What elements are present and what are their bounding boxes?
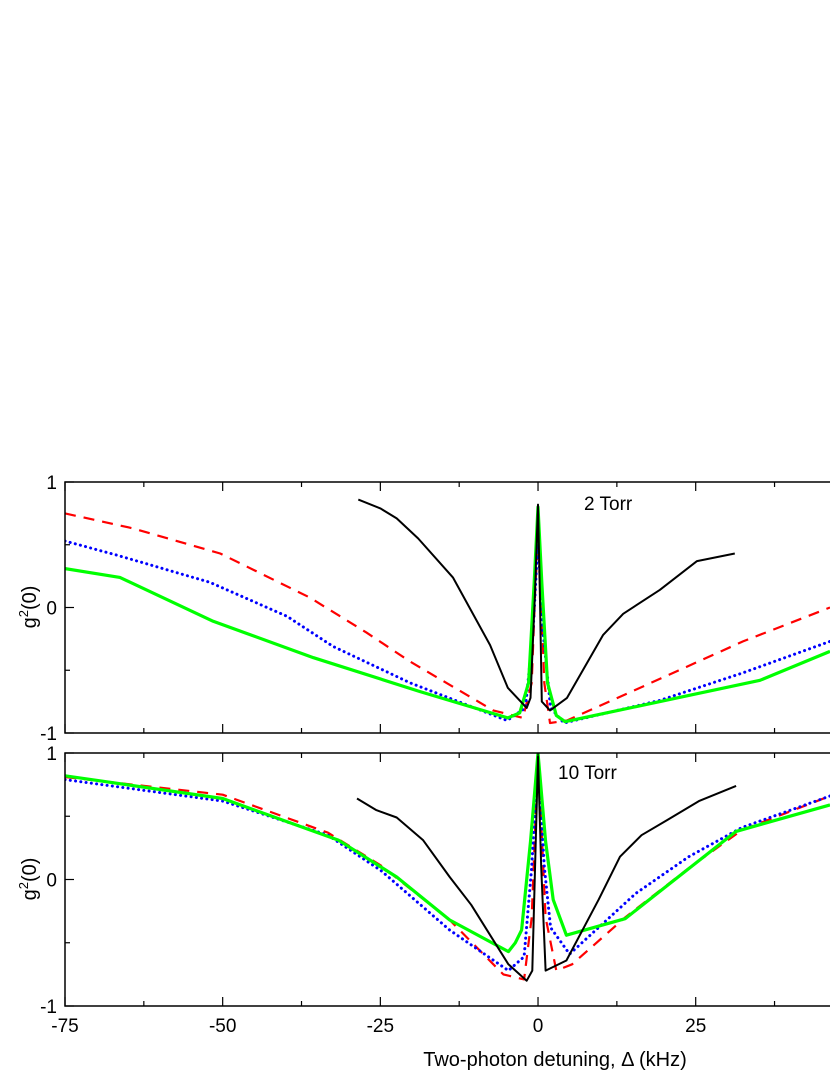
series-line [357,498,735,712]
y-tick-label: 1 [46,744,57,765]
series-line [65,505,830,724]
series-line [65,757,830,973]
x-tick-label: -75 [51,1016,78,1037]
y-tick-label: 0 [46,871,57,892]
panel-2-torr: 2 Torr g2(0) -1 0 1 [16,473,830,745]
series-group [65,753,830,982]
y-axis-title: g2(0) [16,586,41,629]
panel-10-torr: 10 Torr g2(0) Two-photon detuning, Δ (kH… [16,744,830,1071]
plot-frame [64,481,830,734]
x-axis-title: Two-photon detuning, Δ (kHz) [423,1049,687,1071]
y-axis-title: g2(0) [16,858,41,901]
y-tick-label: -1 [40,724,57,745]
series-line [65,753,830,954]
panel-annotation: 10 Torr [558,763,617,784]
series-line [65,512,830,725]
y-tick-label: 1 [46,473,57,494]
y-tick-label: 0 [46,599,57,620]
panel-annotation: 2 Torr [584,494,633,515]
series-line [65,753,830,981]
x-tick-label: 0 [533,1016,544,1037]
x-tick-label: -25 [367,1016,394,1037]
x-tick-label: 25 [685,1016,706,1037]
series-line [65,537,830,725]
y-tick-label: -1 [40,997,57,1018]
x-tick-label: -50 [209,1016,236,1037]
series-group [65,498,830,725]
series-line [356,755,737,982]
